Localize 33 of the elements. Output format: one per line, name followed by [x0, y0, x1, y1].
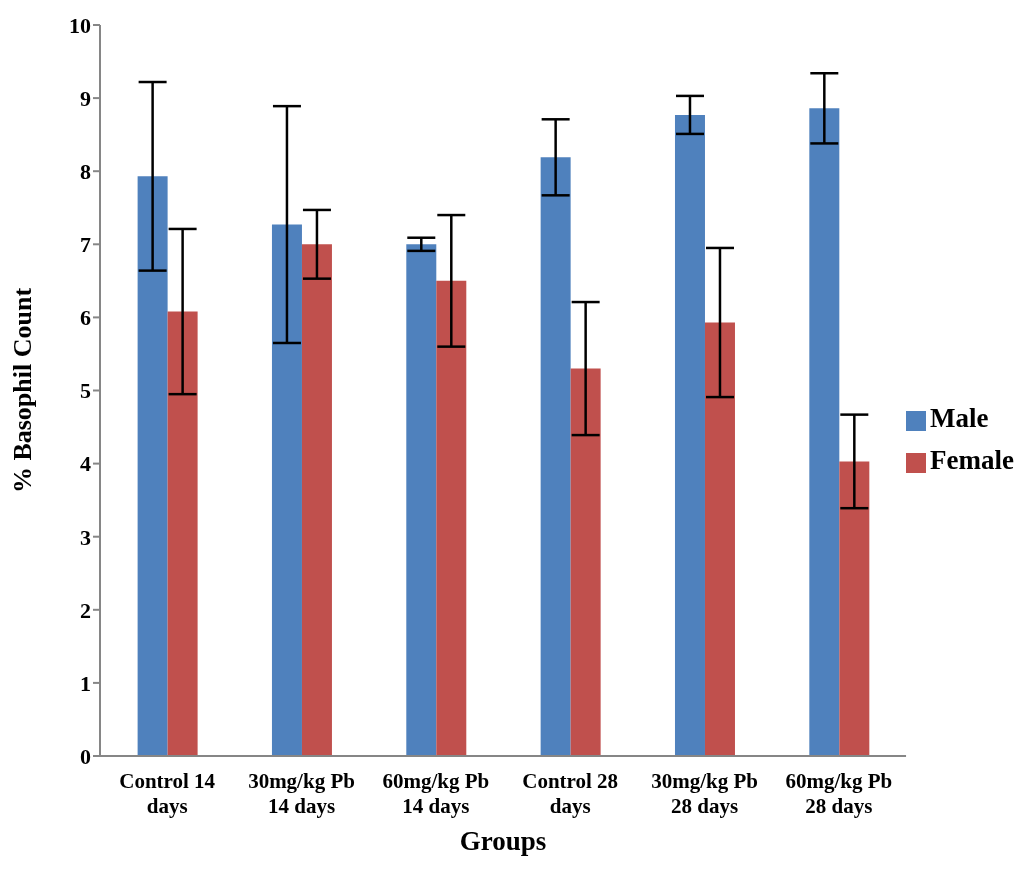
legend-label: Female — [930, 445, 1014, 475]
y-tick-label: 7 — [80, 232, 91, 258]
bar — [674, 114, 705, 756]
x-tick-label: 60mg/kg Pb 14 days — [382, 769, 490, 818]
x-axis-title: Groups — [459, 826, 547, 856]
bar — [406, 244, 437, 756]
bar — [809, 108, 840, 756]
bar — [570, 368, 601, 756]
x-tick-label: Control 14 days — [119, 769, 216, 818]
x-tick-label: 60mg/kg Pb 28 days — [785, 769, 893, 818]
x-tick-label: 30mg/kg Pb 28 days — [651, 769, 758, 818]
y-tick-label: 6 — [80, 305, 91, 331]
bar — [137, 176, 168, 756]
legend-label: Male — [930, 403, 989, 433]
y-tick-label: 4 — [80, 451, 91, 477]
y-tick-label: 1 — [80, 670, 91, 696]
y-tick-label: 9 — [80, 85, 91, 111]
y-tick-label: 8 — [80, 159, 91, 185]
bar — [704, 322, 735, 756]
y-tick-label: 2 — [80, 597, 91, 623]
y-tick-label: 0 — [80, 743, 91, 769]
bar — [167, 311, 198, 756]
x-tick-label: 30mg/kg Pb 14 days — [248, 769, 355, 818]
y-tick-label: 3 — [80, 524, 91, 550]
x-tick-label: Control 28 days — [522, 769, 619, 818]
y-tick-label: 10 — [69, 12, 91, 38]
y-tick-label: 5 — [80, 378, 91, 404]
bar — [839, 461, 870, 756]
bar — [436, 280, 467, 756]
bar — [271, 224, 302, 756]
y-axis-title: % Basophil Count — [8, 287, 38, 494]
bar — [301, 244, 332, 756]
bar — [540, 157, 571, 756]
